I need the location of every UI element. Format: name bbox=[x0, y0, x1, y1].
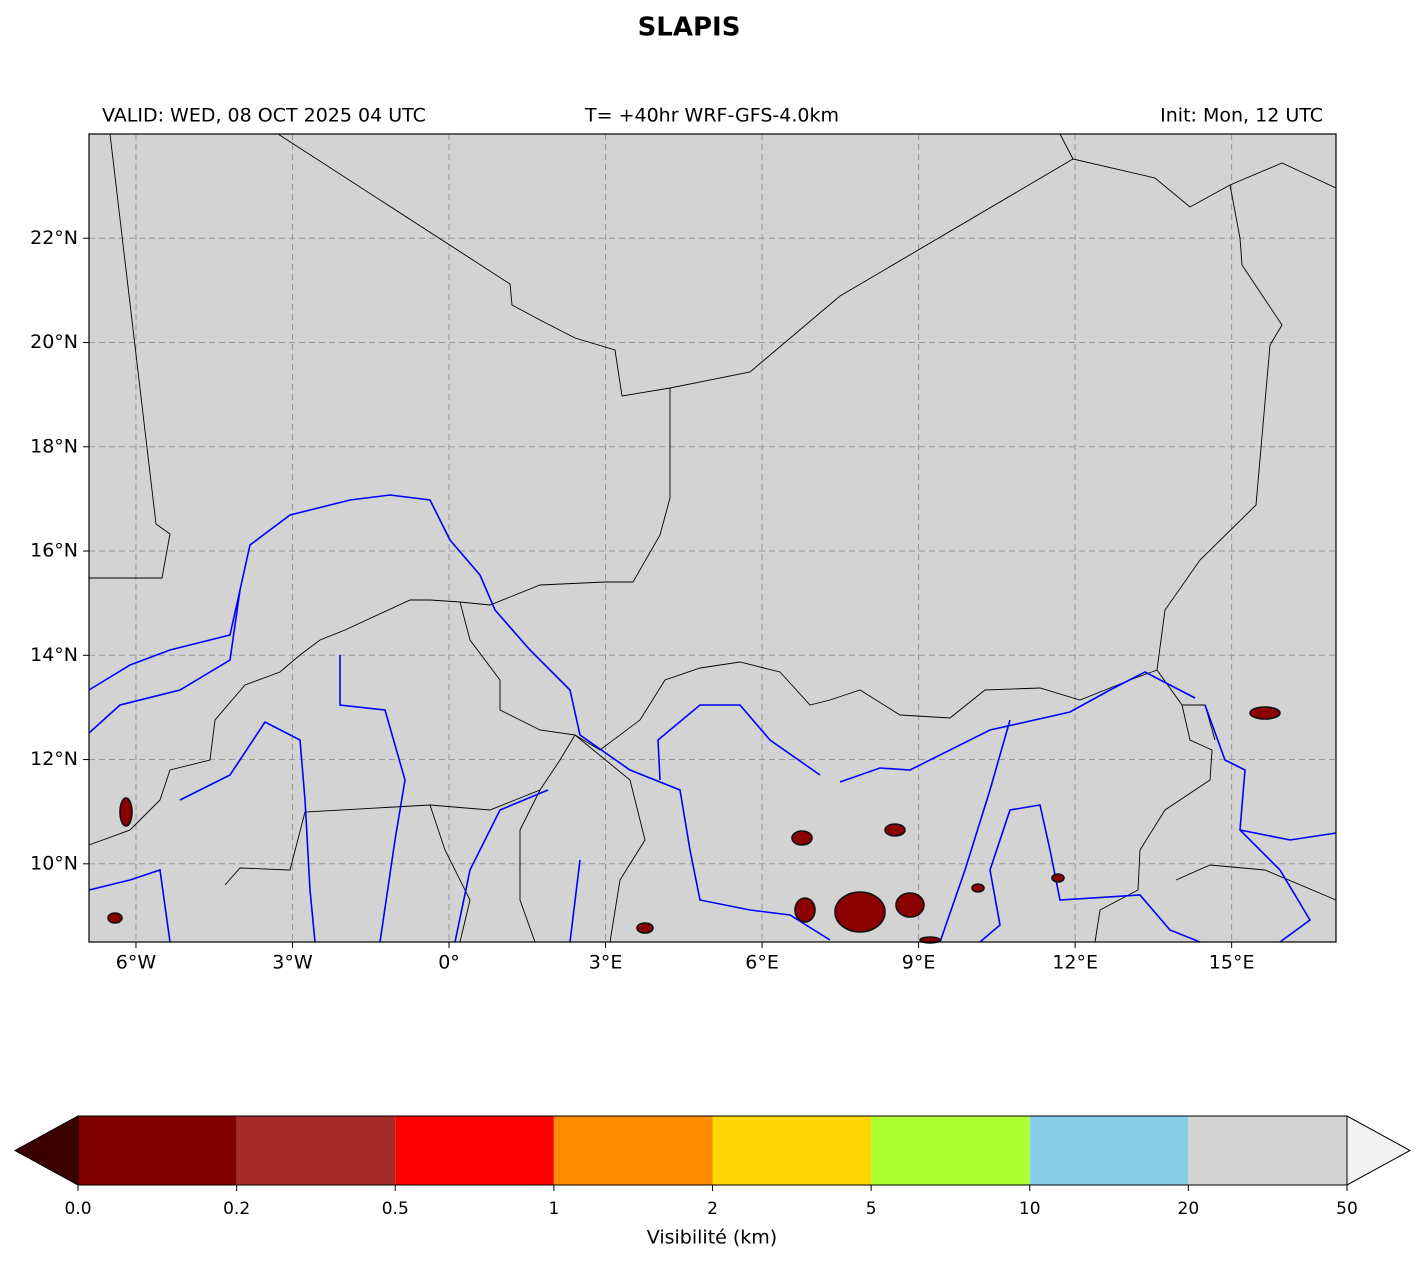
y-tick-label: 18°N bbox=[30, 435, 78, 457]
y-tick-label: 16°N bbox=[30, 540, 78, 562]
grid bbox=[89, 134, 1336, 942]
map-background bbox=[89, 134, 1336, 942]
y-tick-label: 14°N bbox=[30, 644, 78, 666]
colorbar-tick-label: 5 bbox=[866, 1199, 877, 1219]
title: SLAPIS bbox=[638, 13, 741, 43]
colorbar-segment bbox=[236, 1116, 396, 1185]
map-frame bbox=[88, 133, 1337, 943]
x-tick-label: 3°W bbox=[272, 952, 313, 974]
colorbar-segment bbox=[871, 1116, 1030, 1185]
colorbar-segment bbox=[1029, 1116, 1189, 1185]
colorbar-over bbox=[1346, 1115, 1412, 1186]
colorbar-tick-label: 0.0 bbox=[64, 1199, 91, 1219]
colorbar-tick-label: 50 bbox=[1336, 1199, 1358, 1219]
colorbar-under bbox=[13, 1115, 79, 1186]
x-tick-label: 12°E bbox=[1052, 952, 1098, 974]
colorbar-tick-label: 0.2 bbox=[223, 1199, 250, 1219]
low-visibility-areas bbox=[107, 706, 1281, 944]
x-tick-label: 9°E bbox=[902, 952, 936, 974]
colorbar-tick-label: 0.5 bbox=[382, 1199, 409, 1219]
colorbar-tick-label: 10 bbox=[1019, 1199, 1041, 1219]
x-tick-label: 15°E bbox=[1209, 952, 1255, 974]
colorbar-tick-label: 20 bbox=[1178, 1199, 1200, 1219]
init-time: Init: Mon, 12 UTC bbox=[1160, 105, 1323, 127]
colorbar-segment bbox=[553, 1116, 713, 1185]
colorbar-tick-label: 1 bbox=[548, 1199, 559, 1219]
colorbar: 0.0 0.2 0.5 1 2 5 10 20 50 bbox=[13, 1115, 1412, 1219]
y-tick-label: 20°N bbox=[30, 331, 78, 353]
x-tick-label: 0° bbox=[438, 952, 460, 974]
y-tick-label: 12°N bbox=[30, 748, 78, 770]
y-tick-label: 10°N bbox=[30, 852, 78, 874]
colorbar-segment bbox=[78, 1116, 237, 1185]
rivers bbox=[88, 494, 1337, 943]
colorbar-segment bbox=[1188, 1116, 1347, 1185]
borders bbox=[88, 133, 1337, 943]
valid-time: VALID: WED, 08 OCT 2025 04 UTC bbox=[102, 105, 426, 127]
colorbar-label: Visibilité (km) bbox=[647, 1227, 777, 1249]
colorbar-tick-label: 2 bbox=[707, 1199, 718, 1219]
x-tick-label: 6°W bbox=[116, 952, 157, 974]
x-tick-label: 6°E bbox=[745, 952, 779, 974]
x-tick-label: 3°E bbox=[589, 952, 623, 974]
y-tick-label: 22°N bbox=[30, 227, 78, 249]
colorbar-segment bbox=[712, 1116, 872, 1185]
run-info: T= +40hr WRF-GFS-4.0km bbox=[584, 105, 839, 127]
colorbar-segment bbox=[395, 1116, 554, 1185]
